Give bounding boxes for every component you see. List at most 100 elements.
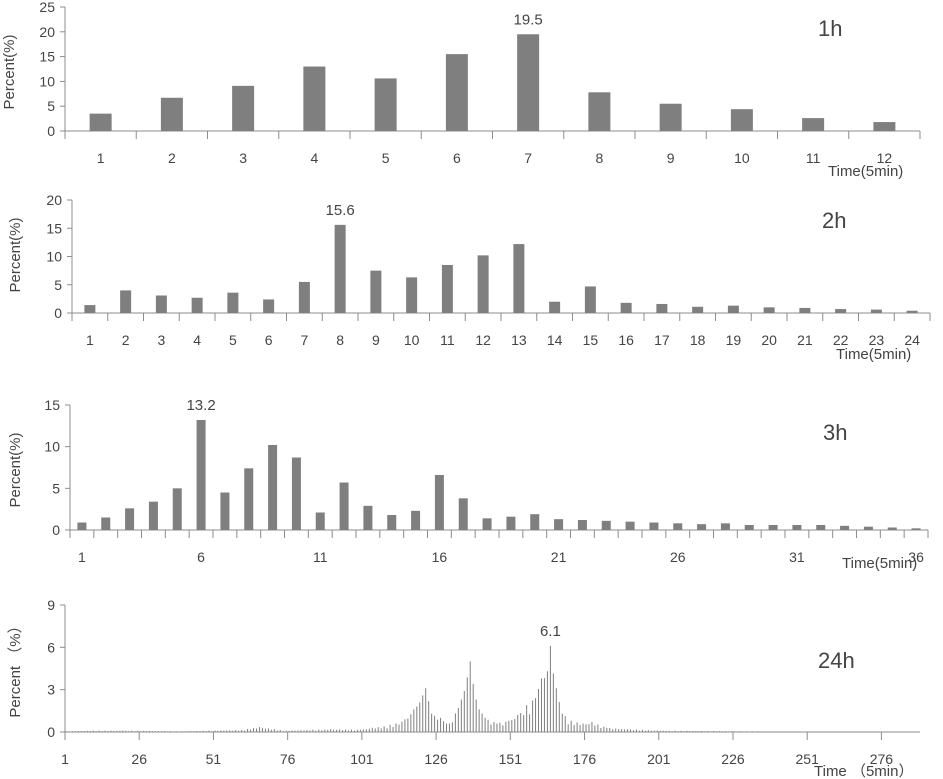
bar	[656, 730, 658, 732]
bar	[659, 730, 661, 732]
bar	[769, 731, 771, 732]
bar	[686, 730, 688, 732]
bar	[285, 730, 287, 732]
bar	[448, 723, 450, 732]
bar	[140, 731, 142, 732]
bar	[591, 722, 593, 732]
bar	[419, 702, 421, 732]
bar	[131, 730, 133, 732]
bar	[425, 688, 427, 732]
bar	[258, 727, 260, 732]
y-tick-label: 15	[44, 397, 60, 413]
bar	[125, 508, 135, 530]
x-tick-label: 11	[806, 150, 821, 166]
bar	[707, 731, 709, 732]
bar	[89, 731, 91, 732]
bar	[757, 731, 759, 732]
bar	[74, 731, 76, 732]
x-tick-label: 4	[310, 150, 318, 166]
bar	[327, 729, 329, 732]
bar	[101, 731, 103, 732]
bar	[434, 715, 436, 732]
bar	[155, 295, 167, 313]
bar	[649, 522, 659, 530]
panel-title: 2h	[822, 208, 846, 233]
bar	[704, 731, 706, 732]
bar	[763, 307, 775, 313]
bar	[282, 730, 284, 732]
bar	[160, 97, 183, 131]
x-tick-label: 176	[573, 751, 597, 767]
x-tick-label: 7	[524, 150, 532, 166]
bar	[481, 713, 483, 732]
bar	[744, 525, 754, 530]
x-tick-label: 11	[440, 332, 455, 348]
bar	[202, 730, 204, 732]
y-axis-label: Percent （%）	[7, 618, 24, 717]
bar	[772, 731, 774, 732]
bar	[618, 729, 620, 732]
bar	[211, 731, 213, 732]
bar	[149, 730, 151, 732]
bar	[674, 730, 676, 732]
x-tick-label: 10	[404, 332, 420, 348]
bar	[733, 731, 735, 732]
bar	[270, 729, 272, 732]
bar	[363, 505, 373, 530]
bar	[529, 714, 531, 732]
bar	[552, 673, 554, 732]
x-tick-label: 6	[265, 332, 273, 348]
y-tick-label: 5	[52, 480, 60, 496]
bar	[451, 722, 453, 732]
bar	[220, 730, 222, 732]
bar	[431, 713, 433, 732]
bar	[668, 730, 670, 732]
bar	[695, 731, 697, 732]
bar	[816, 525, 826, 530]
bar	[720, 523, 730, 530]
bar	[508, 720, 510, 732]
x-tick-label: 17	[654, 332, 670, 348]
bar	[530, 514, 540, 530]
peak-label: 19.5	[514, 11, 543, 28]
bar	[401, 721, 403, 732]
bar	[713, 731, 715, 732]
bar	[196, 730, 198, 732]
bar	[577, 520, 587, 530]
panel-title: 3h	[823, 420, 847, 445]
bar	[612, 729, 614, 732]
bar	[163, 731, 165, 732]
bar	[635, 729, 637, 732]
bar	[404, 719, 406, 732]
bar	[84, 305, 96, 313]
bar	[264, 728, 266, 732]
bar	[330, 729, 332, 732]
bar	[279, 729, 281, 732]
x-tick-label: 151	[499, 751, 523, 767]
x-tick-label: 16	[432, 549, 448, 565]
bar	[250, 729, 252, 732]
bar	[350, 729, 352, 732]
bar	[232, 85, 255, 131]
bar	[342, 730, 344, 732]
bar	[911, 528, 921, 530]
bar	[561, 713, 563, 732]
bar	[306, 730, 308, 732]
bar	[86, 730, 88, 732]
bar	[422, 695, 424, 732]
x-tick-label: 251	[796, 751, 820, 767]
bar	[457, 708, 459, 732]
bar	[374, 78, 397, 131]
bar	[244, 730, 246, 732]
bar	[727, 305, 739, 313]
bar	[232, 730, 234, 732]
bar	[549, 301, 561, 313]
bar	[98, 730, 100, 732]
bar	[294, 730, 296, 732]
bar	[760, 731, 762, 732]
peak-label: 13.2	[186, 397, 215, 414]
bar	[348, 730, 350, 732]
bar	[383, 726, 385, 732]
bar	[146, 731, 148, 732]
